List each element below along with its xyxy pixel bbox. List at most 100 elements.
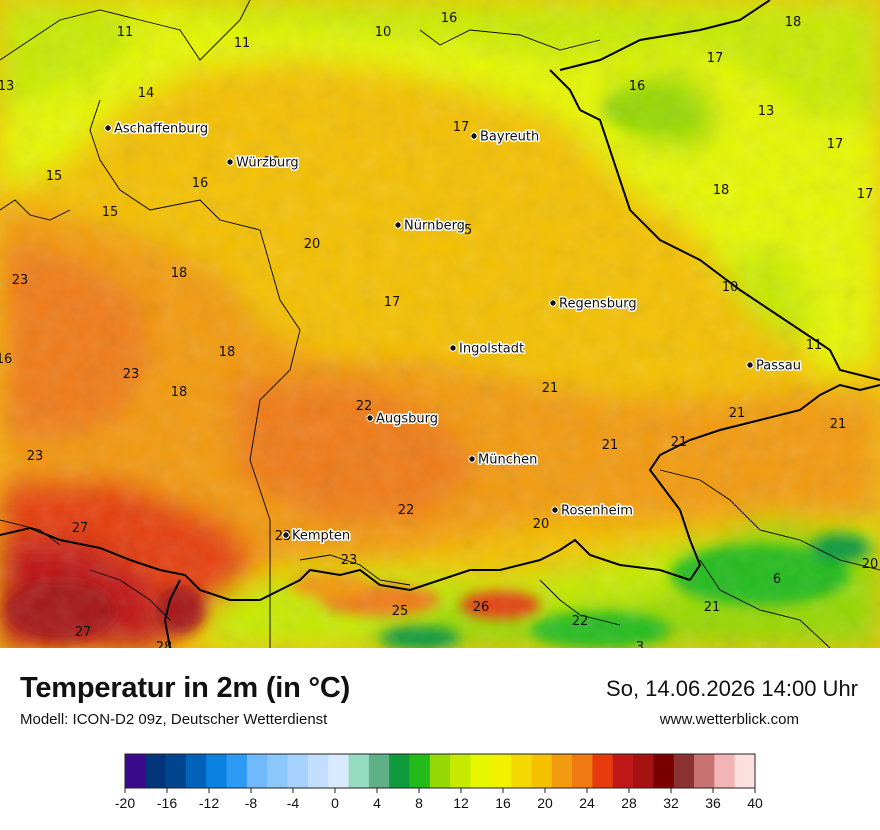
legend-tick-label: -4 — [287, 795, 300, 811]
temperature-map: 11 11 10 16 18 13 14 17 16 17 13 17 20 15 16 18 17 15 20 15… — [0, 0, 880, 648]
temperature-label: 20 — [304, 237, 321, 252]
legend-swatch — [450, 754, 471, 788]
city-label: Würzburg — [236, 156, 299, 171]
temperature-label: 11 — [117, 25, 134, 40]
legend-swatch — [348, 754, 370, 788]
temperature-label: 15 — [456, 223, 473, 238]
temperature-label: 11 — [234, 36, 251, 51]
legend-swatch — [287, 754, 309, 788]
temperature-value-labels: 11 11 10 16 18 13 14 17 16 17 13 17 20 15 16 18 17 15 20 15… — [0, 11, 878, 648]
temperature-label: 23 — [27, 449, 44, 464]
temperature-label: 18 — [171, 385, 188, 400]
temperature-label: 27 — [75, 625, 92, 640]
legend-swatch — [653, 754, 675, 788]
temperature-label: 20 — [862, 557, 879, 572]
legend-swatch — [531, 754, 553, 788]
temperature-label: 21 — [602, 438, 619, 453]
city-dot — [104, 124, 112, 132]
legend-swatch — [267, 754, 288, 788]
legend-tick-label: 24 — [579, 795, 595, 811]
temperature-label: 23 — [123, 367, 140, 382]
temperature-label: 18 — [713, 183, 730, 198]
legend-swatch — [592, 754, 614, 788]
temperature-label: 18 — [219, 345, 236, 360]
temperature-label: 6 — [773, 572, 781, 587]
legend-tick-label: 4 — [373, 795, 381, 811]
legend-tick-label: 20 — [537, 795, 553, 811]
city-label: München — [478, 453, 537, 468]
city-label: Kempten — [292, 529, 350, 544]
city-label: Nürnberg — [404, 219, 465, 234]
color-scale-legend: -20 -16 -12 -8 -4 0 4 8 12 16 20 24 28 32 36 40 — [115, 753, 763, 811]
city-9: Rosenheim — [551, 502, 634, 520]
city-dot — [366, 414, 374, 422]
temperature-label: 20 — [264, 155, 281, 170]
city-1: Würzburg — [226, 154, 300, 172]
city-label: Augsburg — [376, 412, 438, 427]
legend-swatch — [429, 754, 451, 788]
legend-tick-label: -12 — [199, 795, 219, 811]
temperature-label: 17 — [384, 295, 401, 310]
legend-swatch — [206, 754, 228, 788]
temperature-label: 10 — [375, 25, 392, 40]
temperature-label: 18 — [785, 15, 802, 30]
city-dot — [468, 455, 476, 463]
temperature-label: 22 — [356, 399, 373, 414]
legend-swatch — [389, 754, 410, 788]
temperature-label: 16 — [441, 11, 458, 26]
city-0: Aschaffenburg — [104, 120, 210, 138]
city-label: Ingolstadt — [459, 342, 524, 357]
legend-swatch — [185, 754, 207, 788]
city-markers: Aschaffenburg Würzburg Bayreuth Nürnberg Reg… — [104, 120, 802, 545]
legend-swatch — [551, 754, 573, 788]
temperature-label: 17 — [857, 187, 874, 202]
map-title: Temperatur in 2m (in °C) — [20, 672, 351, 704]
city-10: Kempten — [282, 527, 352, 545]
temperature-label: 23 — [12, 273, 29, 288]
city-label: Passau — [756, 359, 801, 374]
temperature-label: 10 — [722, 280, 739, 295]
legend-swatch — [633, 754, 654, 788]
temperature-label: 21 — [704, 600, 721, 615]
temperature-label: 26 — [473, 600, 490, 615]
legend-tick-label: -8 — [245, 795, 258, 811]
temperature-label: 17 — [453, 120, 470, 135]
legend-tick-label: -20 — [115, 795, 135, 811]
city-dot — [470, 132, 478, 140]
city-dot — [549, 299, 557, 307]
legend-tick-label: -16 — [157, 795, 177, 811]
city-7: Augsburg — [366, 410, 440, 428]
city-label: Regensburg — [559, 297, 637, 312]
city-3: Nürnberg — [394, 217, 466, 235]
legend-swatch — [511, 754, 532, 788]
temperature-label: 3 — [636, 640, 644, 648]
legend-tick-label: 8 — [415, 795, 423, 811]
temperature-label: 14 — [138, 86, 155, 101]
legend-swatch — [246, 754, 268, 788]
city-dot — [394, 221, 402, 229]
legend-tick-label: 16 — [495, 795, 511, 811]
legend-tick-label: 0 — [331, 795, 339, 811]
border-lines — [0, 0, 880, 648]
website-link[interactable]: www.wetterblick.com — [659, 711, 799, 728]
legend-swatch — [368, 754, 390, 788]
legend-frame — [124, 753, 756, 789]
legend-tick-label: 32 — [663, 795, 679, 811]
city-2: Bayreuth — [470, 128, 541, 146]
legend-ticks: -20 -16 -12 -8 -4 0 4 8 12 16 20 24 28 32 36 40 — [115, 788, 763, 811]
city-dot — [226, 158, 234, 166]
city-label: Bayreuth — [480, 130, 539, 145]
legend-swatch — [307, 754, 329, 788]
temperature-label: 21 — [671, 435, 688, 450]
temperature-label: 16 — [0, 352, 12, 367]
legend-swatch — [409, 754, 431, 788]
legend-tick-label: 28 — [621, 795, 637, 811]
legend-tick-label: 40 — [747, 795, 763, 811]
legend-swatch — [490, 754, 512, 788]
legend-swatch — [165, 754, 187, 788]
legend-tick-label: 12 — [453, 795, 469, 811]
temperature-label: 22 — [398, 503, 415, 518]
temperature-label: 21 — [830, 417, 847, 432]
legend-swatch — [673, 754, 695, 788]
temperature-label: 20 — [533, 517, 550, 532]
